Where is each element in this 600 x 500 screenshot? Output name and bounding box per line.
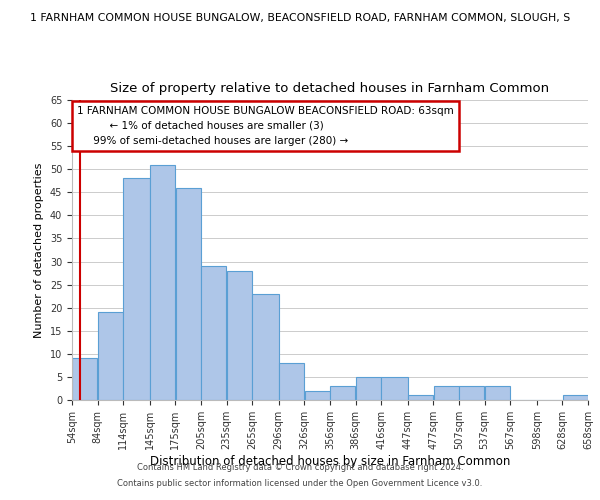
Bar — [408, 396, 433, 400]
Title: Size of property relative to detached houses in Farnham Common: Size of property relative to detached ho… — [110, 82, 550, 94]
Y-axis label: Number of detached properties: Number of detached properties — [34, 162, 44, 338]
Bar — [485, 386, 510, 400]
Bar — [253, 294, 278, 400]
Text: Contains HM Land Registry data © Crown copyright and database right 2024.: Contains HM Land Registry data © Crown c… — [137, 464, 463, 472]
Bar — [72, 358, 97, 400]
Bar — [305, 391, 330, 400]
X-axis label: Distribution of detached houses by size in Farnham Common: Distribution of detached houses by size … — [150, 454, 510, 468]
Text: 1 FARNHAM COMMON HOUSE BUNGALOW BEACONSFIELD ROAD: 63sqm
          ← 1% of detac: 1 FARNHAM COMMON HOUSE BUNGALOW BEACONSF… — [77, 106, 454, 146]
Text: Contains public sector information licensed under the Open Government Licence v3: Contains public sector information licen… — [118, 478, 482, 488]
Bar — [356, 377, 381, 400]
Bar — [434, 386, 459, 400]
Bar — [227, 271, 252, 400]
Bar — [459, 386, 484, 400]
Bar — [382, 377, 407, 400]
Bar — [279, 363, 304, 400]
Bar — [563, 396, 588, 400]
Bar — [201, 266, 226, 400]
Bar — [330, 386, 355, 400]
Text: 1 FARNHAM COMMON HOUSE BUNGALOW, BEACONSFIELD ROAD, FARNHAM COMMON, SLOUGH, S: 1 FARNHAM COMMON HOUSE BUNGALOW, BEACONS… — [30, 12, 570, 22]
Bar — [150, 164, 175, 400]
Bar — [124, 178, 149, 400]
Bar — [176, 188, 201, 400]
Bar — [98, 312, 123, 400]
